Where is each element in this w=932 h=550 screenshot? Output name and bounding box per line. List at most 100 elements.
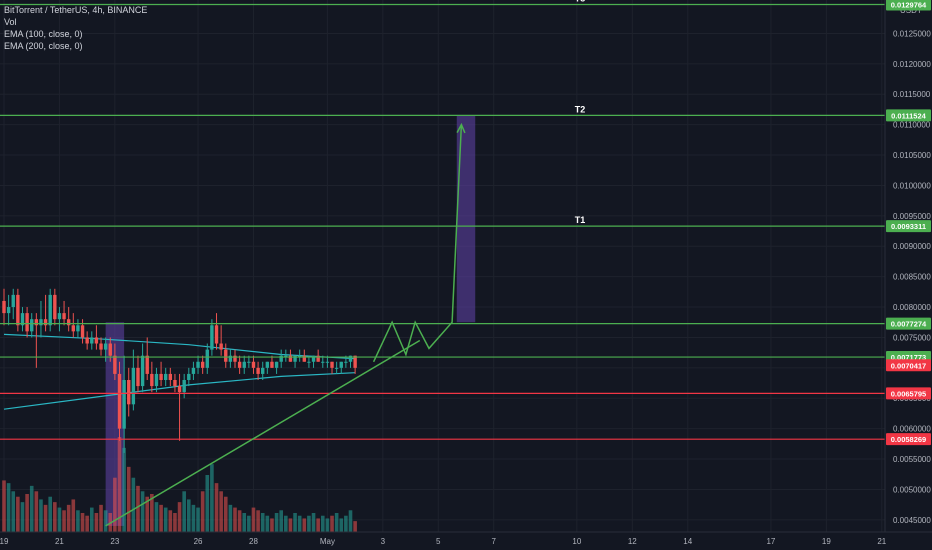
candle-body <box>288 355 293 362</box>
ema200-legend[interactable]: EMA (200, close, 0) <box>4 41 83 51</box>
volume-bar <box>214 483 219 532</box>
candle-body <box>43 319 48 326</box>
volume-bar <box>126 466 131 532</box>
volume-bar <box>265 515 270 532</box>
candle-body <box>353 355 357 368</box>
volume-legend[interactable]: Vol <box>4 17 17 27</box>
candle-body <box>210 325 214 350</box>
x-tick-label: 7 <box>491 537 496 546</box>
candle-body <box>228 355 233 362</box>
y-tick-label: 0.0100000 <box>893 181 931 190</box>
candle-body <box>348 355 353 362</box>
candle-body <box>127 380 131 405</box>
y-tick-label: 0.0115000 <box>893 90 931 99</box>
volume-bar <box>122 447 126 532</box>
volume-bar <box>339 518 344 532</box>
x-tick-label: 10 <box>572 537 581 546</box>
volume-bar <box>154 502 159 532</box>
x-tick-label: 23 <box>110 537 119 546</box>
volume-bar <box>334 513 339 532</box>
volume-bar <box>11 491 16 532</box>
volume-bar <box>76 510 80 532</box>
volume-bar <box>150 494 154 532</box>
y-tick-label: 0.0055000 <box>893 455 931 464</box>
volume-bar <box>16 496 20 532</box>
candle-body <box>311 355 316 362</box>
candle-body <box>191 367 196 374</box>
candle-body <box>164 373 168 380</box>
x-tick-label: 19 <box>0 537 9 546</box>
volume-bar <box>71 499 76 532</box>
price-axis[interactable] <box>885 0 932 532</box>
candle-body <box>122 380 126 429</box>
volume-bar <box>131 477 136 532</box>
volume-bar <box>196 507 200 532</box>
volume-bar <box>43 504 48 532</box>
x-tick-label: 28 <box>249 537 258 546</box>
candle-body <box>173 380 177 387</box>
candle-body <box>200 361 205 368</box>
volume-bar <box>330 515 334 532</box>
candle-body <box>233 355 237 362</box>
price-level-labels: 0.0129764 0.0111524 0.0093311 0.0077274 0.00… <box>886 0 931 446</box>
symbol-title[interactable]: BitTorrent / TetherUS, 4h, BINANCE <box>4 5 148 15</box>
volume-bar <box>251 507 256 532</box>
level-price-label: 0.0058269 <box>891 435 926 444</box>
candle-body <box>30 319 34 332</box>
candle-body <box>279 355 283 362</box>
volume-bar <box>247 515 251 532</box>
x-axis-ticks: 19 21 23 26 28 May 3 5 7 10 12 14 17 19 21 <box>0 537 887 546</box>
volume-bar <box>113 477 117 532</box>
volume-bar <box>191 504 196 532</box>
volume-bar <box>6 483 11 532</box>
volume-bar <box>284 515 288 532</box>
volume-bar <box>242 513 247 532</box>
level-price-label: 0.0071773 <box>891 353 926 362</box>
volume-bar <box>311 513 316 532</box>
y-tick-label: 0.0095000 <box>893 212 931 221</box>
volume-bar <box>182 491 186 532</box>
volume-bar <box>228 504 233 532</box>
volume-bar <box>233 507 237 532</box>
candle-body <box>99 343 103 350</box>
candle-body <box>316 355 320 362</box>
y-tick-label: 0.0125000 <box>893 29 931 38</box>
volume-bar <box>53 502 57 532</box>
candle-body <box>274 361 279 368</box>
candle-body <box>6 307 11 314</box>
candle-body <box>242 361 246 368</box>
volume-bar <box>210 464 214 532</box>
time-axis[interactable] <box>0 532 885 550</box>
level-price-tag <box>886 317 931 330</box>
volume-bar <box>219 491 223 532</box>
volume-bar <box>237 510 242 532</box>
volume-bar <box>168 510 173 532</box>
candle-body <box>48 294 52 326</box>
volume-bar <box>223 496 228 532</box>
candle-body <box>57 313 62 320</box>
candle-body <box>219 343 223 350</box>
target-label: T3 <box>575 0 586 3</box>
candle-body <box>140 355 145 387</box>
volume-bar <box>62 510 66 532</box>
candle-body <box>196 361 200 368</box>
candle-body <box>53 294 57 320</box>
candle-body <box>25 313 29 332</box>
volume-bar <box>57 507 62 532</box>
volume-bar <box>353 521 357 532</box>
y-tick-label: 0.0080000 <box>893 303 931 312</box>
ema100-legend[interactable]: EMA (100, close, 0) <box>4 29 83 39</box>
candle-body <box>334 367 339 369</box>
volume-bar <box>48 496 52 532</box>
level-price-label: 0.0111524 <box>891 111 926 120</box>
candle-body <box>16 294 20 326</box>
y-tick-label: 0.0075000 <box>893 333 931 342</box>
x-tick-label: 26 <box>194 537 203 546</box>
candle-body <box>131 367 136 405</box>
volume-bar <box>256 510 260 532</box>
candle-body <box>154 373 159 387</box>
candle-body <box>168 373 173 380</box>
volume-bar <box>29 485 34 532</box>
current-price-tag <box>886 359 931 372</box>
